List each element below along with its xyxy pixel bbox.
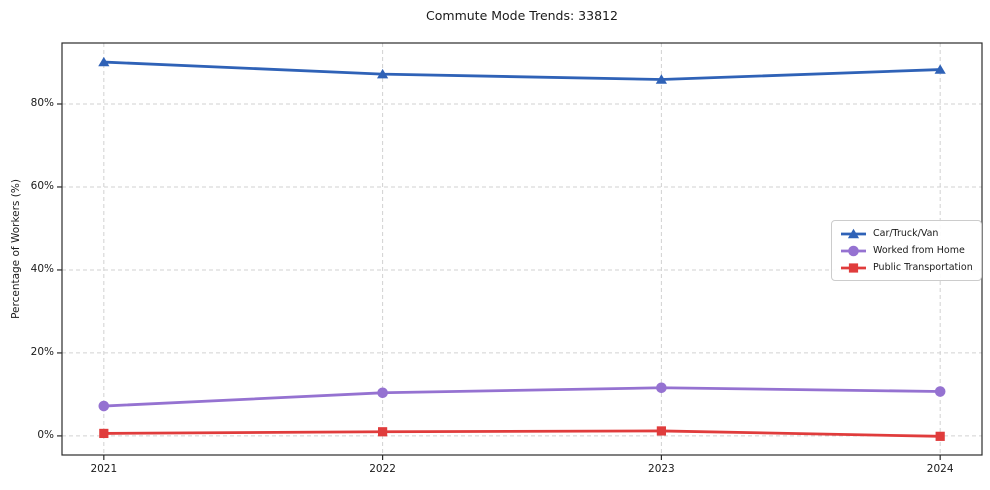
series-line-public-transportation [102, 429, 942, 438]
legend-square-glyph [841, 262, 866, 273]
triangle-marker-car-truck-van [377, 68, 389, 79]
circle-marker-worked-from-home [656, 382, 667, 394]
square-marker-public-transportation [656, 426, 666, 436]
triangle-marker-car-truck-van [655, 74, 667, 84]
y-tick-label: 20% [30, 345, 54, 358]
triangle-marker-car-truck-van [98, 56, 110, 67]
y-tick-label: 0% [37, 428, 54, 441]
x-tick-label: 2023 [648, 463, 675, 475]
legend-entry-public-transportation: Public Transportation [840, 260, 973, 275]
plot-border [61, 42, 983, 456]
square-marker-public-transportation [378, 427, 388, 437]
y-tick-label: 80% [30, 96, 54, 109]
circle-marker-worked-from-home [98, 400, 110, 412]
circle-marker-worked-from-home [377, 387, 388, 399]
legend-label: Public Transportation [873, 262, 973, 273]
series-line-car-truck-van [102, 60, 942, 81]
x-tick-label: 2024 [926, 463, 954, 475]
square-marker-public-transportation [99, 428, 109, 439]
legend-label: Car/Truck/Van [873, 228, 939, 239]
legend-marker [848, 245, 859, 256]
y-tick-label: 60% [30, 179, 54, 192]
x-tick-label: 2022 [369, 463, 396, 475]
triangle-marker-car-truck-van [934, 64, 946, 74]
legend: Car/Truck/Van Worked from Home Public Tran… [831, 220, 982, 281]
legend-entry-worked-from-home: Worked from Home [840, 243, 973, 258]
legend-marker [847, 228, 860, 238]
legend-circle-glyph [841, 245, 866, 256]
circle-marker-worked-from-home [934, 386, 946, 397]
legend-label: Worked from Home [873, 245, 965, 256]
series-line-worked-from-home [102, 386, 942, 408]
legend-triangle-glyph [841, 228, 866, 238]
legend-entry-car-truck-van: Car/Truck/Van [840, 226, 973, 241]
x-tick-label: 2021 [90, 463, 118, 475]
chart-title: Commute Mode Trends: 33812 [426, 8, 618, 23]
square-marker-public-transportation [935, 431, 945, 441]
legend-marker [848, 262, 859, 273]
y-tick-label: 40% [30, 262, 54, 275]
